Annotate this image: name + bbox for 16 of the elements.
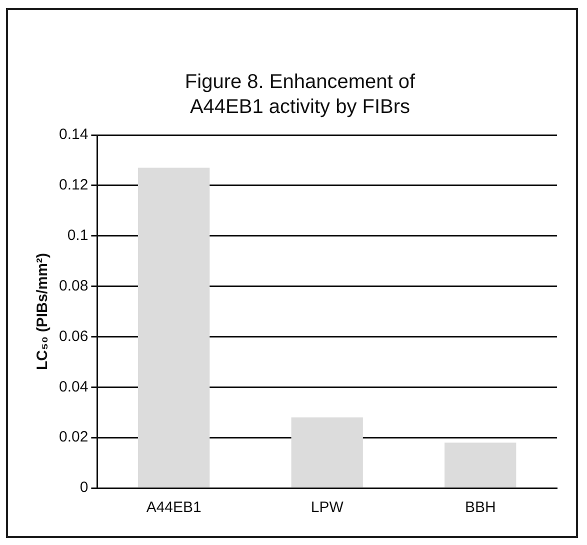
x-tick-label: A44EB1 [146, 499, 202, 516]
chart-title: Figure 8. Enhancement of A44EB1 activity by FIBrs [184, 70, 416, 120]
y-tick-label: 0.14 [58, 126, 88, 144]
bar [291, 417, 363, 488]
y-tick-label: 0.12 [58, 176, 88, 194]
y-tick-label: 0.08 [58, 277, 88, 294]
y-tick-label: 0 [80, 479, 88, 496]
y-tick-label: 0.06 [58, 328, 88, 345]
bar [444, 442, 516, 488]
y-tick-label: 0.04 [58, 378, 88, 396]
y-tick-label: 0.1 [67, 227, 88, 244]
y-tick-label: 0.02 [58, 428, 88, 446]
bar [138, 168, 210, 488]
y-axis-title: LC₅₀ (PIBs/mm²) [34, 253, 52, 370]
x-tick-label: BBH [464, 499, 496, 516]
x-tick-label: LPW [310, 499, 344, 516]
